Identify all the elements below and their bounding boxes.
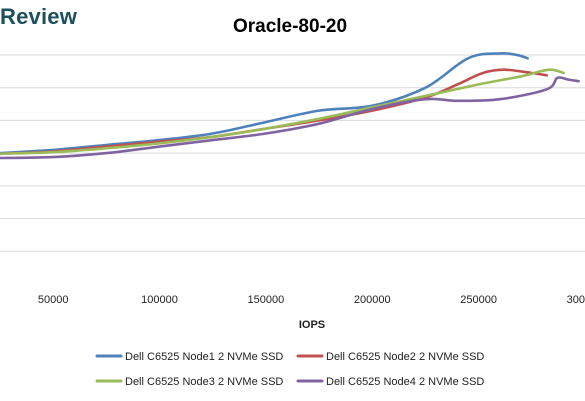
series-line-node4 bbox=[0, 76, 580, 160]
legend-label: Dell C6525 Node4 2 NVMe SSD bbox=[326, 376, 484, 388]
x-tick-label: 200000 bbox=[354, 294, 391, 306]
series-lines bbox=[0, 51, 580, 160]
legend-label: Dell C6525 Node3 2 NVMe SSD bbox=[125, 376, 283, 388]
legend: Dell C6525 Node1 2 NVMe SSD Dell C6525 No… bbox=[95, 351, 484, 388]
gridlines bbox=[0, 54, 585, 252]
series-line-node3 bbox=[0, 68, 565, 156]
brand-wordmark: Review bbox=[0, 4, 78, 29]
x-tick-label: 250000 bbox=[460, 294, 497, 306]
x-tick-label: 300000 bbox=[567, 294, 585, 306]
legend-label: Dell C6525 Node2 2 NVMe SSD bbox=[326, 351, 484, 363]
x-tick-label: 50000 bbox=[38, 294, 69, 306]
x-axis-label: IOPS bbox=[299, 319, 325, 331]
x-tick-label: 100000 bbox=[141, 294, 178, 306]
series-line-node1 bbox=[0, 51, 529, 155]
series-line-node2 bbox=[0, 68, 548, 156]
x-axis-ticks: 50000 100000 150000 200000 250000 300000 bbox=[38, 294, 585, 306]
legend-label: Dell C6525 Node1 2 NVMe SSD bbox=[125, 351, 283, 363]
x-tick-label: 150000 bbox=[248, 294, 285, 306]
chart-title: Oracle-80-20 bbox=[233, 16, 347, 37]
